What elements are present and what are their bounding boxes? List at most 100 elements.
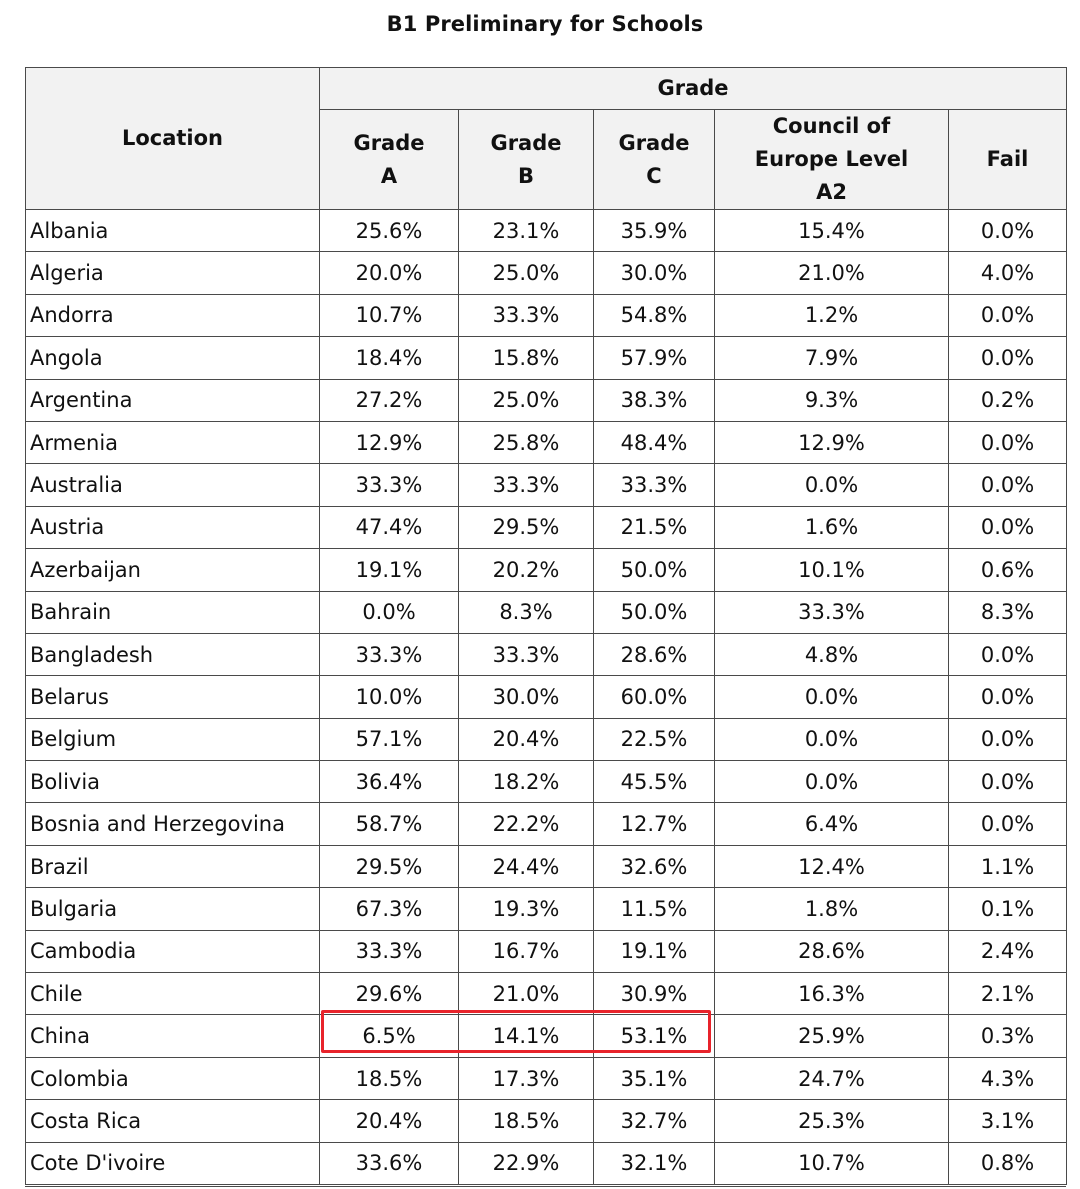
cell-location: Bahrain <box>25 590 320 634</box>
cell-fail: 3.1% <box>947 1099 1068 1143</box>
table-row: Bosnia and Herzegovina 58.7% 22.2% 12.7% 6.4… <box>25 802 1068 846</box>
cell-council-level-a2: 24.7% <box>714 1056 949 1101</box>
cell-grade-a: 58.7% <box>319 802 459 846</box>
cell-grade-b: 25.8% <box>458 420 594 465</box>
cell-council-level-a2: 6.4% <box>714 802 949 846</box>
cell-location: Chile <box>25 972 320 1016</box>
cell-fail: 1.1% <box>947 844 1068 889</box>
table-row: Angola 18.4% 15.8% 57.9% 7.9% 0.0% <box>25 336 1068 380</box>
cell-grade-a: 19.1% <box>319 548 459 592</box>
header-grade-group: Grade <box>318 67 1068 110</box>
cell-fail: 0.8% <box>947 1141 1068 1185</box>
cell-location: Azerbaijan <box>25 548 320 592</box>
cell-grade-a: 6.5% <box>319 1014 459 1058</box>
cell-grade-b: 19.3% <box>458 887 594 931</box>
cell-grade-b: 22.9% <box>458 1141 594 1185</box>
cell-grade-c: 48.4% <box>593 420 715 465</box>
cell-fail: 0.0% <box>947 293 1068 338</box>
cell-grade-a: 33.3% <box>319 632 459 677</box>
cell-grade-b: 33.3% <box>458 463 594 507</box>
table-row: Costa Rica 20.4% 18.5% 32.7% 25.3% 3.1% <box>25 1099 1068 1143</box>
table-row: Australia 33.3% 33.3% 33.3% 0.0% 0.0% <box>25 463 1068 507</box>
table-row: Colombia 18.5% 17.3% 35.1% 24.7% 4.3% <box>25 1056 1068 1101</box>
cell-fail: 0.1% <box>947 887 1068 931</box>
table-row: Bolivia 36.4% 18.2% 45.5% 0.0% 0.0% <box>25 760 1068 804</box>
page-title: B1 Preliminary for Schools <box>386 12 704 36</box>
cell-council-level-a2: 21.0% <box>714 251 949 295</box>
cell-grade-c: 60.0% <box>593 675 715 719</box>
cell-location: Algeria <box>25 251 320 295</box>
table-row: Cote D'ivoire 33.6% 22.9% 32.1% 10.7% 0.8% <box>25 1141 1068 1185</box>
cell-location: Armenia <box>25 420 320 465</box>
cell-fail: 4.3% <box>947 1056 1068 1101</box>
cell-grade-c: 12.7% <box>593 802 715 846</box>
cell-grade-b: 18.5% <box>458 1099 594 1143</box>
table-row: Albania 25.6% 23.1% 35.9% 15.4% 0.0% <box>25 208 1068 253</box>
table-row: Bangladesh 33.3% 33.3% 28.6% 4.8% 0.0% <box>25 632 1068 677</box>
cell-grade-b: 14.1% <box>458 1014 594 1058</box>
header-location: Location <box>25 67 320 210</box>
cell-council-level-a2: 33.3% <box>714 590 949 634</box>
cell-location: Costa Rica <box>25 1099 320 1143</box>
cell-council-level-a2: 0.0% <box>714 717 949 762</box>
cell-council-level-a2: 12.9% <box>714 420 949 465</box>
results-table: Location Grade Grade A Grade B Grade C C… <box>25 67 1068 1185</box>
cell-grade-b: 25.0% <box>458 251 594 295</box>
cell-council-level-a2: 25.3% <box>714 1099 949 1143</box>
cell-grade-b: 15.8% <box>458 336 594 380</box>
cell-fail: 4.0% <box>947 251 1068 295</box>
table-body: Albania 25.6% 23.1% 35.9% 15.4% 0.0% Algeria 20… <box>25 208 1068 1185</box>
cell-grade-b: 21.0% <box>458 972 594 1016</box>
cell-council-level-a2: 16.3% <box>714 972 949 1016</box>
cell-grade-c: 35.1% <box>593 1056 715 1101</box>
cell-location: Bangladesh <box>25 632 320 677</box>
table-row: Armenia 12.9% 25.8% 48.4% 12.9% 0.0% <box>25 420 1068 465</box>
cell-grade-a: 18.4% <box>319 336 459 380</box>
table-row: Andorra 10.7% 33.3% 54.8% 1.2% 0.0% <box>25 293 1068 338</box>
table-row: Azerbaijan 19.1% 20.2% 50.0% 10.1% 0.6% <box>25 548 1068 592</box>
table-row: Austria 47.4% 29.5% 21.5% 1.6% 0.0% <box>25 505 1068 550</box>
cell-council-level-a2: 0.0% <box>714 760 949 804</box>
cell-grade-b: 30.0% <box>458 675 594 719</box>
cell-fail: 0.0% <box>947 675 1068 719</box>
cell-grade-b: 16.7% <box>458 929 594 974</box>
cell-location: Angola <box>25 336 320 380</box>
cell-grade-b: 33.3% <box>458 632 594 677</box>
cell-fail: 0.6% <box>947 548 1068 592</box>
cell-council-level-a2: 4.8% <box>714 632 949 677</box>
cell-grade-b: 8.3% <box>458 590 594 634</box>
cell-council-level-a2: 25.9% <box>714 1014 949 1058</box>
cell-fail: 0.2% <box>947 378 1068 422</box>
cell-grade-c: 22.5% <box>593 717 715 762</box>
cell-grade-c: 11.5% <box>593 887 715 931</box>
cell-location: Albania <box>25 208 320 253</box>
header-fail: Fail <box>947 109 1068 210</box>
cell-grade-b: 25.0% <box>458 378 594 422</box>
cell-grade-a: 20.4% <box>319 1099 459 1143</box>
header-grade-c: Grade C <box>593 109 715 210</box>
cell-council-level-a2: 7.9% <box>714 336 949 380</box>
cell-location: Australia <box>25 463 320 507</box>
cell-council-level-a2: 1.8% <box>714 887 949 931</box>
cell-grade-b: 22.2% <box>458 802 594 846</box>
cell-fail: 0.0% <box>947 505 1068 550</box>
header-row-group: Location Grade <box>25 67 1068 210</box>
cell-fail: 2.1% <box>947 972 1068 1016</box>
cell-grade-c: 54.8% <box>593 293 715 338</box>
cell-grade-c: 53.1% <box>593 1014 715 1058</box>
header-grade-b: Grade B <box>458 109 594 210</box>
cell-fail: 0.0% <box>947 760 1068 804</box>
cell-council-level-a2: 12.4% <box>714 844 949 889</box>
cell-grade-c: 32.6% <box>593 844 715 889</box>
table-bottom-border <box>25 1186 1066 1187</box>
cell-location: China <box>25 1014 320 1058</box>
cell-grade-c: 57.9% <box>593 336 715 380</box>
cell-fail: 0.0% <box>947 717 1068 762</box>
cell-grade-b: 18.2% <box>458 760 594 804</box>
table-row: Bulgaria 67.3% 19.3% 11.5% 1.8% 0.1% <box>25 887 1068 931</box>
cell-grade-c: 30.9% <box>593 972 715 1016</box>
cell-grade-c: 35.9% <box>593 208 715 253</box>
cell-grade-a: 33.3% <box>319 463 459 507</box>
cell-council-level-a2: 1.2% <box>714 293 949 338</box>
table-row: Cambodia 33.3% 16.7% 19.1% 28.6% 2.4% <box>25 929 1068 974</box>
